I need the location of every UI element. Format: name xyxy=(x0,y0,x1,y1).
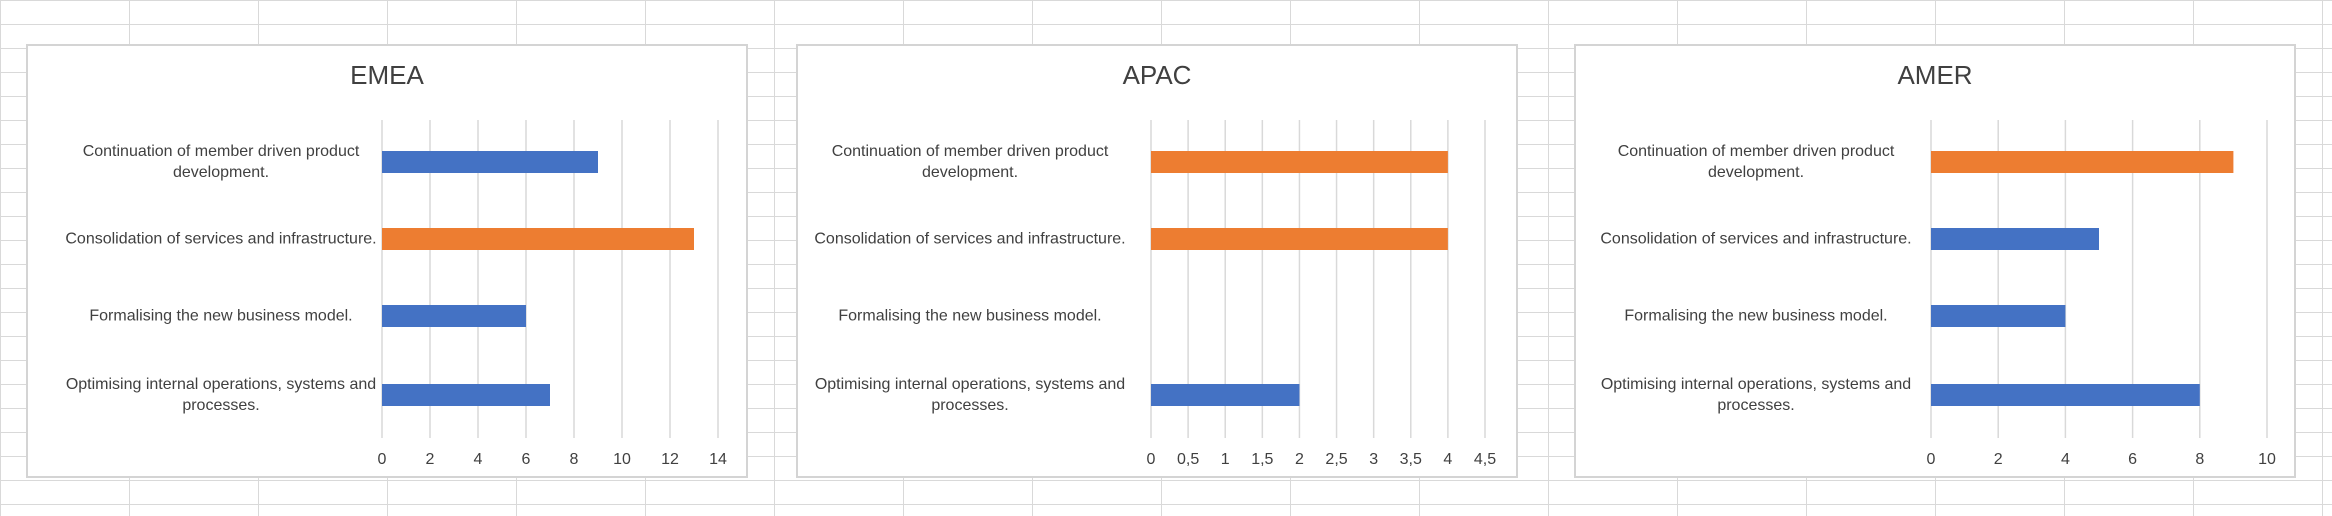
chart-title: EMEA xyxy=(350,60,424,90)
category-label: Consolidation of services and infrastruc… xyxy=(814,230,1126,248)
bar xyxy=(382,228,694,250)
x-tick-label: 2 xyxy=(1295,451,1304,468)
bar xyxy=(1931,384,2200,406)
x-tick-label: 6 xyxy=(2128,451,2137,468)
category-label: Continuation of member driven product de… xyxy=(831,143,1109,181)
category-label: Consolidation of services and infrastruc… xyxy=(65,230,377,248)
x-tick-label: 6 xyxy=(522,451,531,468)
x-tick-label: 1 xyxy=(1221,451,1230,468)
bar xyxy=(1151,228,1448,250)
x-tick-label: 3 xyxy=(1369,451,1378,468)
x-tick-label: 10 xyxy=(613,451,631,468)
plot-area: 0 0,5 1 1,5 2 2,5 3 3,5 4 4,5 xyxy=(1147,120,1496,468)
x-tick-label: 2 xyxy=(1994,451,2003,468)
chart-title: APAC xyxy=(1122,60,1192,90)
chart-title: AMER xyxy=(1897,60,1973,90)
category-label: Optimising internal operations, systems … xyxy=(1600,376,1912,414)
bar xyxy=(1931,305,2066,327)
category-label: Optimising internal operations, systems … xyxy=(65,376,377,414)
category-label: Optimising internal operations, systems … xyxy=(814,376,1126,414)
bar xyxy=(382,151,598,173)
x-tick-label: 1,5 xyxy=(1251,451,1273,468)
category-label: Continuation of member driven product de… xyxy=(82,143,360,181)
x-tick-label: 8 xyxy=(570,451,579,468)
bar xyxy=(1931,151,2234,173)
chart-amer: AMER Continuation of member driven produ… xyxy=(1574,44,2296,478)
bar xyxy=(1931,228,2099,250)
bar xyxy=(1151,384,1300,406)
category-label: Continuation of member driven product de… xyxy=(1617,143,1895,181)
chart-emea: EMEA Continuation of member driven produ… xyxy=(26,44,748,478)
plot-area: 0 2 4 6 8 10 12 14 xyxy=(378,120,727,468)
category-label: Formalising the new business model. xyxy=(838,307,1102,325)
bar xyxy=(1151,151,1448,173)
x-tick-label: 8 xyxy=(2195,451,2204,468)
x-tick-label: 14 xyxy=(709,451,727,468)
x-tick-label: 12 xyxy=(661,451,679,468)
x-tick-label: 4 xyxy=(2061,451,2070,468)
x-tick-label: 2,5 xyxy=(1325,451,1347,468)
category-label: Formalising the new business model. xyxy=(1624,307,1888,325)
x-tick-label: 0 xyxy=(378,451,387,468)
x-tick-label: 0 xyxy=(1147,451,1156,468)
x-tick-label: 4,5 xyxy=(1474,451,1496,468)
category-label: Consolidation of services and infrastruc… xyxy=(1600,230,1912,248)
x-tick-label: 10 xyxy=(2258,451,2276,468)
chart-apac: APAC Continuation of member driven produ… xyxy=(796,44,1518,478)
x-tick-label: 0,5 xyxy=(1177,451,1199,468)
category-label: Formalising the new business model. xyxy=(89,307,353,325)
x-tick-label: 2 xyxy=(426,451,435,468)
x-tick-label: 3,5 xyxy=(1400,451,1422,468)
bar xyxy=(382,305,526,327)
x-tick-label: 4 xyxy=(1443,451,1452,468)
x-tick-label: 0 xyxy=(1927,451,1936,468)
x-tick-label: 4 xyxy=(474,451,483,468)
plot-area: 0 2 4 6 8 10 xyxy=(1927,120,2276,468)
bar xyxy=(382,384,550,406)
